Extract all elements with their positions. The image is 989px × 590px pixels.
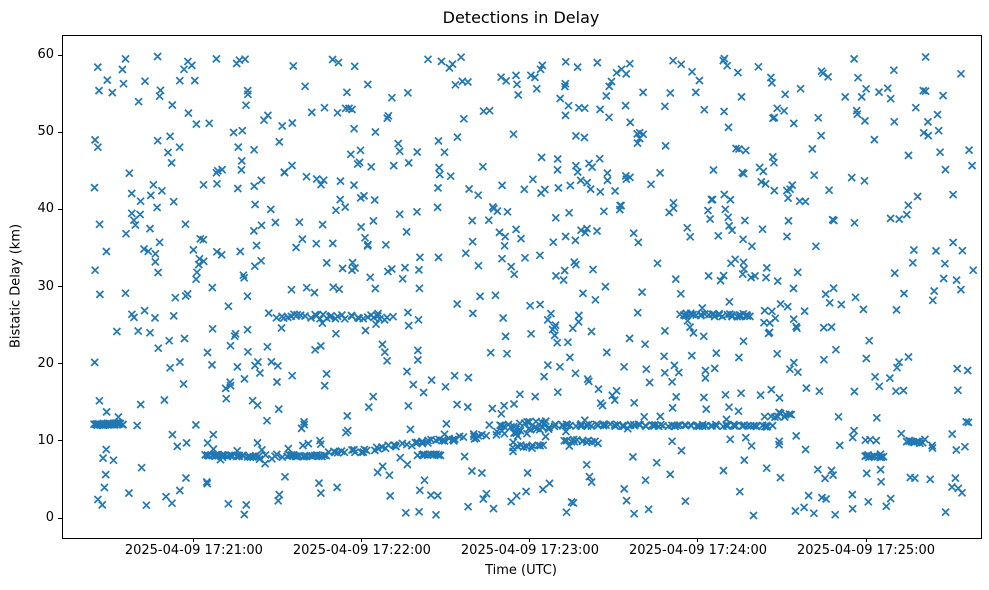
y-tick-label: 10 [37,432,54,448]
y-tick-mark [58,440,62,442]
x-tick-label: 2025-04-09 17:21:00 [124,543,263,558]
y-tick-label: 60 [37,47,54,63]
y-tick-mark [58,54,62,56]
plot-area [62,35,982,539]
x-tick-mark [865,538,867,542]
x-tick-label: 2025-04-09 17:22:00 [292,543,431,558]
x-tick-mark [697,538,699,542]
scatter-series [89,52,978,520]
x-tick-mark [529,538,531,542]
y-tick-label: 40 [37,201,54,217]
x-tick-mark [193,538,195,542]
x-axis-label: Time (UTC) [485,563,557,578]
y-tick-mark [58,131,62,133]
y-tick-mark [58,208,62,210]
y-tick-label: 0 [45,510,54,526]
x-tick-mark [361,538,363,542]
x-tick-label: 2025-04-09 17:24:00 [628,543,768,558]
y-tick-mark [58,517,62,519]
y-tick-mark [58,363,62,365]
x-tick-label: 2025-04-09 17:23:00 [460,543,599,558]
x-tick-label: 2025-04-09 17:25:00 [796,543,936,558]
y-tick-label: 50 [37,124,54,140]
y-tick-mark [58,286,62,288]
y-tick-label: 30 [37,278,54,294]
y-tick-label: 20 [37,355,54,371]
scatter-canvas [89,52,978,520]
chart-title: Detections in Delay [442,8,600,27]
